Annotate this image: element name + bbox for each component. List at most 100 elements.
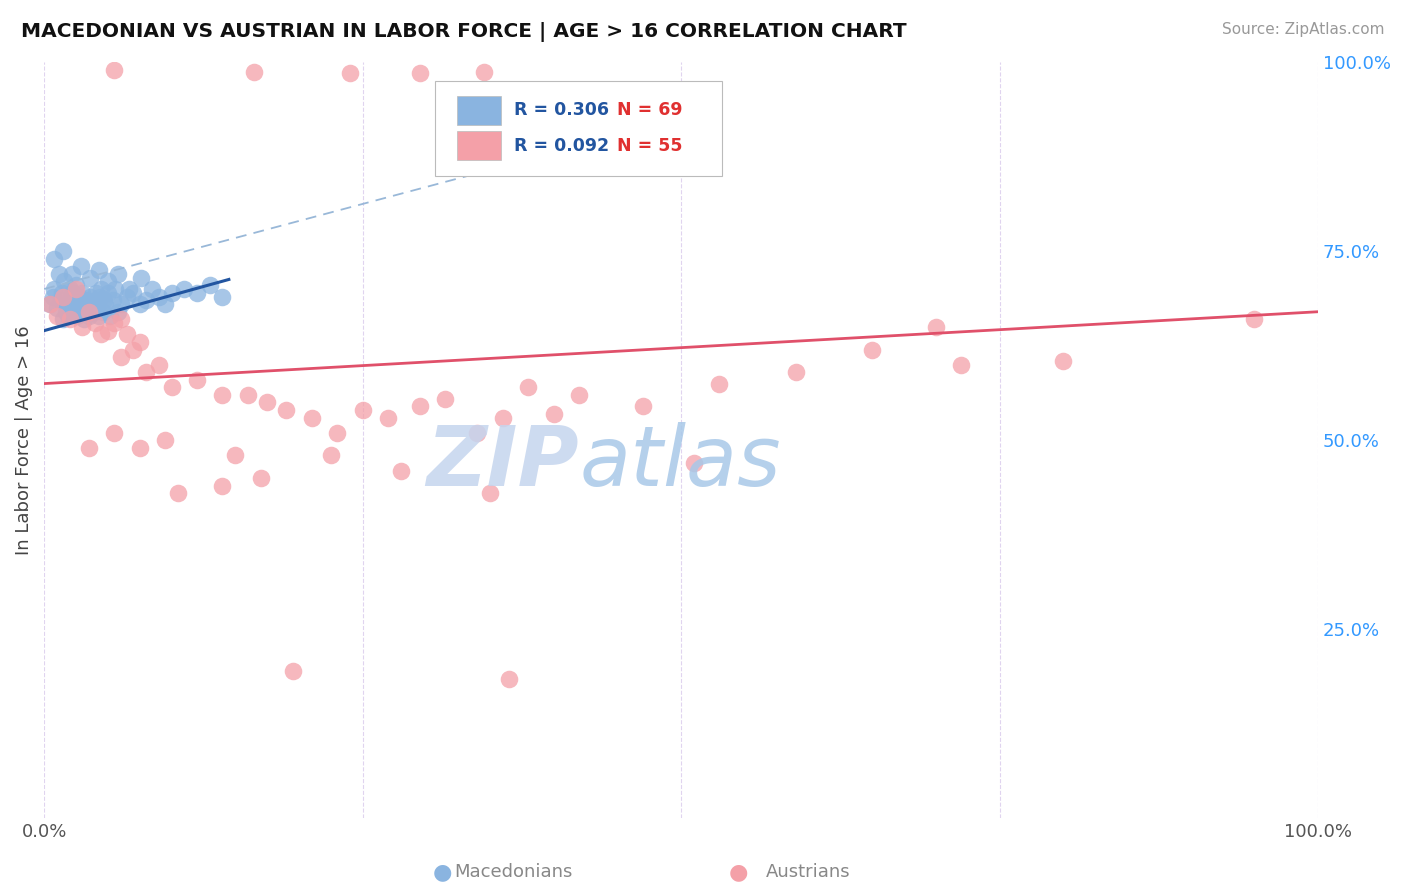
Point xyxy=(72,285,94,300)
Text: N = 69: N = 69 xyxy=(617,101,683,119)
Point xyxy=(709,376,731,391)
Point xyxy=(65,278,87,293)
Point xyxy=(56,297,79,311)
Point xyxy=(107,267,129,281)
Point xyxy=(472,65,495,79)
Point xyxy=(39,297,62,311)
Point xyxy=(860,343,883,357)
Bar xyxy=(457,131,502,160)
Point xyxy=(389,464,412,478)
Point xyxy=(77,441,100,455)
Point xyxy=(186,285,208,300)
Point xyxy=(115,290,138,304)
Text: Source: ZipAtlas.com: Source: ZipAtlas.com xyxy=(1222,22,1385,37)
Point xyxy=(153,434,176,448)
Point xyxy=(1243,312,1265,326)
Text: ZIP: ZIP xyxy=(426,423,579,503)
Point xyxy=(86,285,108,300)
Point xyxy=(339,66,361,80)
Point xyxy=(256,395,278,409)
Point xyxy=(517,380,540,394)
Point xyxy=(249,471,271,485)
Point xyxy=(77,309,100,323)
Point xyxy=(148,290,170,304)
Text: atlas: atlas xyxy=(579,423,780,503)
Point xyxy=(42,290,65,304)
Point xyxy=(89,290,111,304)
Text: N = 55: N = 55 xyxy=(617,137,683,155)
Point xyxy=(160,380,183,394)
Point xyxy=(91,304,114,318)
Point xyxy=(80,301,103,315)
Y-axis label: In Labor Force | Age > 16: In Labor Force | Age > 16 xyxy=(15,326,32,555)
Point xyxy=(110,312,132,326)
Point xyxy=(58,282,80,296)
Point xyxy=(72,312,94,326)
Text: ●: ● xyxy=(433,863,453,882)
Point xyxy=(224,449,246,463)
Text: ●: ● xyxy=(728,863,748,882)
Point xyxy=(51,285,73,300)
Point xyxy=(97,324,120,338)
Point xyxy=(59,290,82,304)
Bar xyxy=(457,96,502,125)
Point xyxy=(434,392,457,406)
Point xyxy=(76,297,98,311)
Point xyxy=(409,66,432,80)
Point xyxy=(173,282,195,296)
Point xyxy=(492,410,515,425)
Point xyxy=(281,664,304,678)
Point xyxy=(53,275,76,289)
Point xyxy=(70,301,93,315)
Point xyxy=(83,304,105,318)
Point xyxy=(52,244,75,259)
Point xyxy=(1052,354,1074,368)
Point xyxy=(211,478,233,492)
Point xyxy=(52,312,75,326)
Point xyxy=(110,350,132,364)
Point xyxy=(103,62,125,77)
Text: MACEDONIAN VS AUSTRIAN IN LABOR FORCE | AGE > 16 CORRELATION CHART: MACEDONIAN VS AUSTRIAN IN LABOR FORCE | … xyxy=(21,22,907,42)
Text: Macedonians: Macedonians xyxy=(454,863,572,881)
Point xyxy=(94,297,117,311)
Point xyxy=(107,304,129,318)
Point xyxy=(69,297,91,311)
Point xyxy=(950,358,973,372)
Point xyxy=(211,388,233,402)
Point xyxy=(377,410,399,425)
Point xyxy=(568,388,591,402)
Point xyxy=(103,316,125,330)
Point xyxy=(148,358,170,372)
Point xyxy=(122,285,145,300)
Point xyxy=(128,334,150,349)
Point xyxy=(79,290,101,304)
Point xyxy=(67,290,90,304)
Point xyxy=(683,456,706,470)
Point xyxy=(79,270,101,285)
Point xyxy=(103,425,125,440)
Text: R = 0.306: R = 0.306 xyxy=(515,101,609,119)
Point xyxy=(110,297,132,311)
Point xyxy=(75,304,97,318)
Point xyxy=(115,327,138,342)
Point xyxy=(276,403,298,417)
Point xyxy=(198,278,221,293)
Point xyxy=(326,425,349,440)
Point xyxy=(44,282,66,296)
Point xyxy=(58,312,80,326)
Point xyxy=(319,449,342,463)
Point xyxy=(785,365,807,379)
Point xyxy=(98,309,121,323)
Point xyxy=(87,309,110,323)
Point xyxy=(87,263,110,277)
Point xyxy=(73,293,96,308)
Point xyxy=(45,301,67,315)
Point xyxy=(82,297,104,311)
Point xyxy=(243,65,266,79)
Point xyxy=(925,319,948,334)
Point xyxy=(52,290,75,304)
Point xyxy=(352,403,374,417)
Point xyxy=(160,285,183,300)
Point xyxy=(48,267,70,281)
Point xyxy=(135,365,157,379)
